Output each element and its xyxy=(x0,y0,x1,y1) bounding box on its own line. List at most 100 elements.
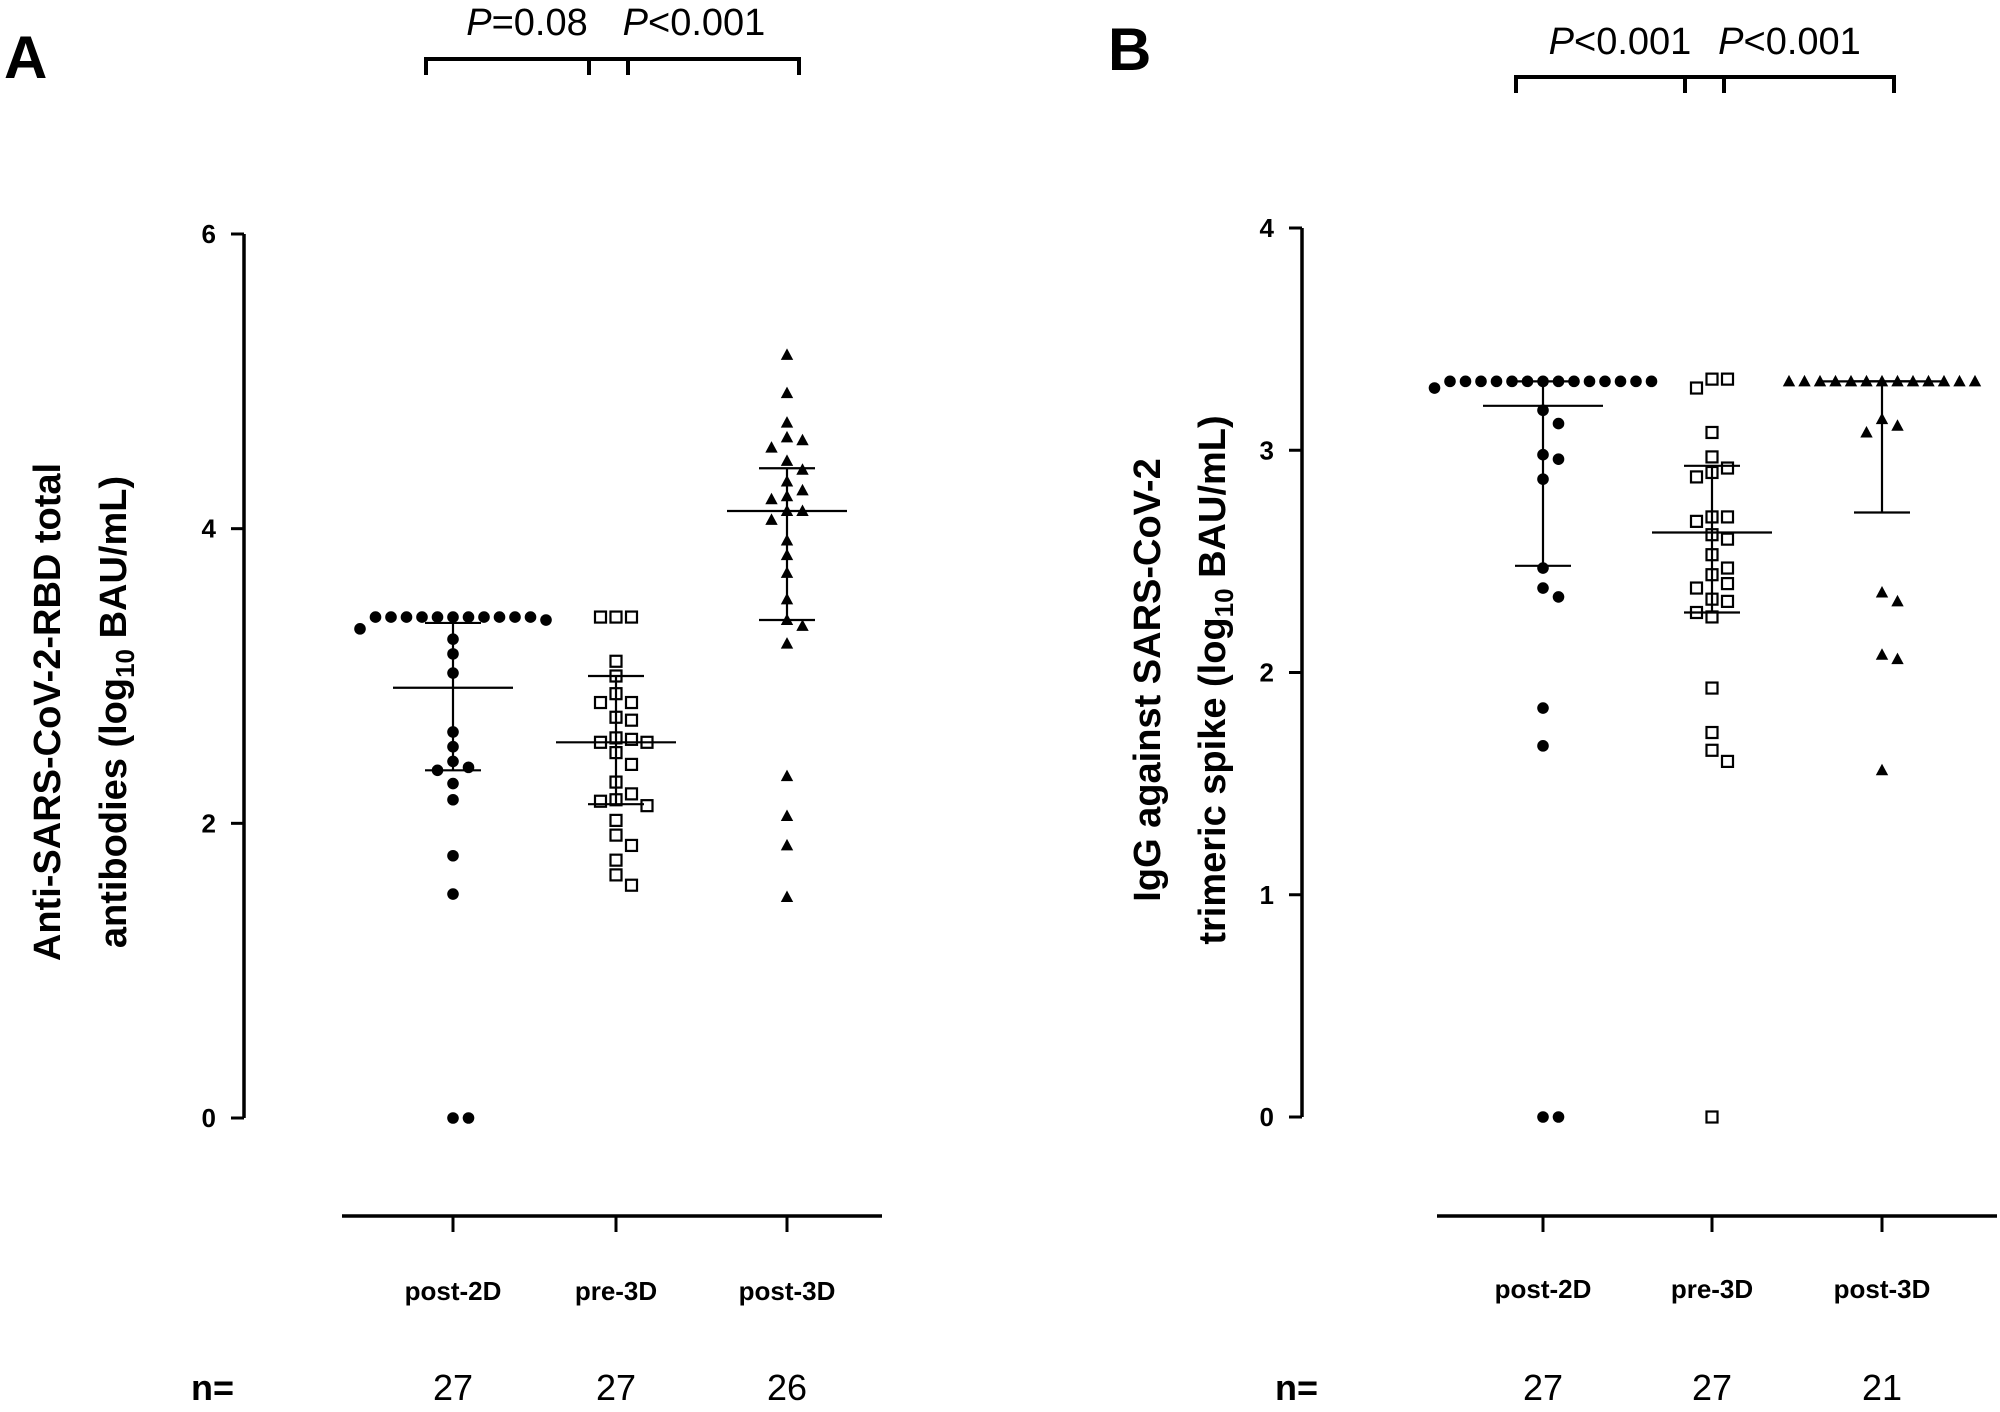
category-label-a-2: post-3D xyxy=(739,1276,836,1306)
data-point-a-0-6 xyxy=(400,611,413,623)
y-axis-label-line2-sub-b: 10 xyxy=(1209,588,1239,617)
data-point-a-2-5 xyxy=(765,441,778,453)
data-point-a-0-0 xyxy=(447,611,459,623)
data-point-a-0-2 xyxy=(431,611,444,623)
panel-letter-b: B xyxy=(1108,16,1151,83)
data-point-b-2-8 xyxy=(1813,374,1827,387)
n-row-b: n= 27 27 21 xyxy=(1275,1367,1902,1408)
data-point-a-1-1 xyxy=(624,610,639,624)
data-point-b-0-13 xyxy=(1645,375,1658,388)
data-point-a-2-22 xyxy=(780,769,794,782)
data-point-a-0-9 xyxy=(524,611,537,623)
data-point-b-1-24 xyxy=(1705,743,1719,757)
n-label-b: n= xyxy=(1275,1367,1318,1408)
data-point-a-0-11 xyxy=(540,614,552,626)
data-point-a-0-12 xyxy=(354,623,366,635)
data-point-b-1-14 xyxy=(1720,561,1735,575)
data-point-a-0-8 xyxy=(385,611,397,623)
data-point-a-2-1 xyxy=(780,386,794,399)
n-value-a-0: 27 xyxy=(433,1367,473,1408)
y-axis-label-line2-sub-a: 10 xyxy=(110,649,140,678)
data-point-a-2-23 xyxy=(780,809,794,821)
significance-brackets-a: P=0.08 P<0.001 xyxy=(424,2,801,75)
data-point-b-1-25 xyxy=(1720,754,1735,769)
data-points-a xyxy=(354,348,809,1124)
data-point-b-0-14 xyxy=(1428,382,1441,394)
category-label-b-1: pre-3D xyxy=(1671,1274,1753,1304)
y-tick-label-b-0: 0 xyxy=(1260,1102,1274,1132)
data-point-a-2-24 xyxy=(780,838,794,851)
p-value-label-b-0: P<0.001 xyxy=(1549,21,1692,63)
n-value-a-1: 27 xyxy=(596,1367,636,1408)
data-point-b-0-5 xyxy=(1583,375,1596,388)
data-point-b-1-26 xyxy=(1705,1110,1719,1124)
data-point-a-1-20 xyxy=(640,799,654,813)
error-bars-b xyxy=(1483,380,1942,614)
data-point-a-1-26 xyxy=(624,878,639,892)
data-point-b-1-5 xyxy=(1720,461,1735,475)
data-point-a-0-18 xyxy=(462,761,475,774)
y-axis-label-line2-post-a: BAU/mL) xyxy=(93,476,135,649)
y-tick-label-b-4: 4 xyxy=(1260,213,1275,243)
panel-a: A Anti-SARS-CoV-2-RBD total antibodies (… xyxy=(4,2,882,1408)
data-point-b-2-10 xyxy=(1798,374,1811,387)
data-point-a-2-25 xyxy=(780,890,794,902)
data-point-a-1-24 xyxy=(609,853,623,867)
data-point-a-2-14 xyxy=(765,513,778,525)
data-point-b-1-4 xyxy=(1705,450,1719,464)
p-value-label-a-1: P<0.001 xyxy=(623,2,766,44)
data-point-b-1-22 xyxy=(1705,681,1719,695)
data-point-a-1-25 xyxy=(609,868,623,882)
data-point-b-1-1 xyxy=(1720,372,1735,386)
y-tick-label-a-3: 6 xyxy=(202,219,216,249)
data-point-b-0-22 xyxy=(1552,591,1565,603)
y-ticks-a: 0 2 4 6 xyxy=(202,219,246,1133)
y-tick-label-b-3: 3 xyxy=(1260,435,1274,465)
data-point-a-1-22 xyxy=(609,828,623,842)
data-point-a-2-6 xyxy=(780,454,794,466)
data-point-a-0-22 xyxy=(447,849,459,862)
data-point-b-2-18 xyxy=(1891,652,1904,665)
significance-bracket-b-1 xyxy=(1683,75,1896,93)
data-point-b-0-23 xyxy=(1537,702,1549,714)
data-point-a-0-26 xyxy=(462,1112,475,1124)
n-row-a: n= 27 27 26 xyxy=(191,1367,807,1408)
data-point-b-1-17 xyxy=(1689,581,1704,595)
n-value-b-2: 21 xyxy=(1862,1367,1902,1408)
data-point-a-1-2 xyxy=(593,610,608,624)
data-point-b-0-21 xyxy=(1537,582,1549,594)
data-point-b-1-10 xyxy=(1689,514,1704,528)
data-point-a-1-19 xyxy=(593,794,608,808)
data-point-a-2-21 xyxy=(780,637,794,649)
data-point-a-0-5 xyxy=(493,611,506,623)
data-point-b-2-17 xyxy=(1875,648,1889,660)
panel-letter-a: A xyxy=(4,24,47,91)
significance-brackets-b: P<0.001 P<0.001 xyxy=(1514,21,1896,93)
data-point-b-0-10 xyxy=(1459,375,1472,388)
y-ticks-b: 0 1 2 3 4 xyxy=(1260,213,1304,1132)
category-label-b-2: post-3D xyxy=(1834,1274,1931,1304)
y-tick-label-b-1: 1 xyxy=(1260,880,1274,910)
data-point-b-0-25 xyxy=(1537,1111,1549,1123)
x-axis-a: post-2D pre-3D post-3D xyxy=(342,1214,882,1306)
data-point-b-1-2 xyxy=(1689,381,1704,395)
y-axis-label-line1-a: Anti-SARS-CoV-2-RBD total xyxy=(27,463,69,961)
data-point-b-2-20 xyxy=(1782,374,1796,387)
data-point-b-1-3 xyxy=(1705,425,1719,440)
category-label-a-0: post-2D xyxy=(405,1276,502,1306)
x-axis-b: post-2D pre-3D post-3D xyxy=(1437,1214,1997,1304)
data-point-a-1-15 xyxy=(624,757,639,772)
data-point-b-0-7 xyxy=(1599,375,1611,388)
y-axis-label-line2-pre-a: antibodies (log xyxy=(93,678,135,948)
data-point-a-1-3 xyxy=(609,654,623,668)
data-point-a-0-7 xyxy=(509,611,521,623)
data-point-a-1-0 xyxy=(609,610,623,624)
data-point-a-2-2 xyxy=(780,416,794,428)
data-point-a-1-9 xyxy=(624,713,639,727)
p-value-label-a-0: P=0.08 xyxy=(466,2,588,44)
panel-b: B IgG against SARS-CoV-2 trimeric spike … xyxy=(1108,16,1997,1408)
data-point-b-0-4 xyxy=(1506,375,1518,388)
data-point-b-0-18 xyxy=(1552,453,1565,465)
significance-bracket-a-0 xyxy=(424,57,630,75)
